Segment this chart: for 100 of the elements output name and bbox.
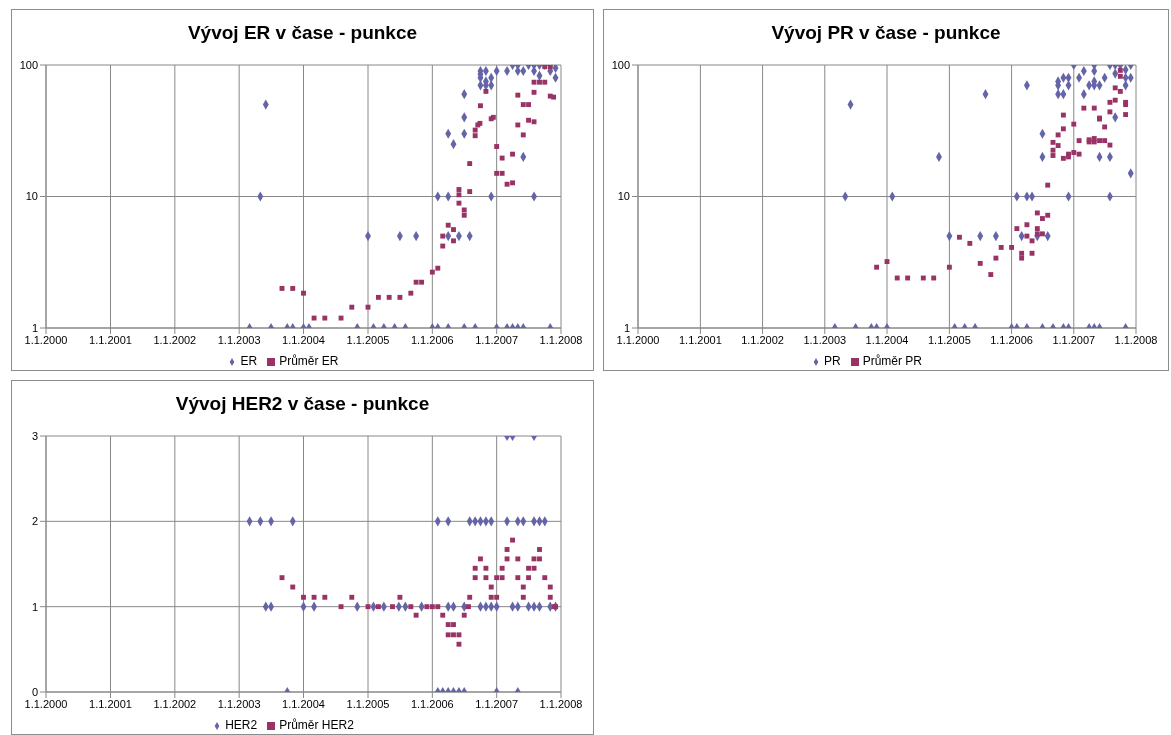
point [397,594,403,600]
point [349,594,355,600]
x-tick-label: 1.1.2006 [410,697,454,710]
point [413,612,419,618]
x-tick-label: 1.1.2002 [153,697,197,710]
x-tick-label: 1.1.2002 [741,333,784,346]
point [386,294,392,300]
y-tick-label: 0 [31,685,38,698]
point [499,575,505,581]
x-tick-label: 1.1.2001 [89,697,132,710]
point [510,151,515,157]
point [467,594,473,600]
point [451,227,456,233]
point [542,79,548,85]
point [510,537,515,543]
point [526,117,532,123]
point [445,222,451,228]
point [499,155,505,161]
point [375,604,381,610]
point [504,556,510,562]
x-tick-label: 1.1.2001 [678,333,722,346]
x-tick-label: 1.1.2001 [89,333,132,346]
point [526,565,532,571]
point [499,170,505,176]
x-tick-label: 1.1.2000 [24,333,68,346]
legend-label: Průměr HER2 [279,718,354,732]
point [520,594,526,600]
point [435,265,441,271]
point [467,161,473,167]
point [301,594,306,600]
point [472,133,478,139]
point [537,547,542,552]
point [322,315,328,321]
point [445,632,451,638]
legend-label: Průměr PR [862,354,922,368]
x-tick-label: 1.1.2000 [616,333,660,346]
point [483,575,489,581]
point [478,103,483,109]
x-tick-label: 1.1.2002 [153,333,197,346]
point [520,132,526,138]
point [429,269,435,275]
point [440,233,446,239]
y-tick-label: 1 [623,321,630,334]
y-tick-label: 100 [19,58,38,71]
x-tick-label: 1.1.2007 [1052,333,1096,346]
point [424,604,430,610]
point [483,565,489,571]
point [520,102,526,108]
y-tick-label: 3 [31,429,38,442]
x-tick-label: 1.1.2005 [346,697,390,710]
point [408,604,414,610]
x-tick-label: 1.1.2003 [803,333,847,346]
x-tick-label: 1.1.2004 [282,333,325,346]
x-tick-label: 1.1.2006 [990,333,1033,346]
point [483,88,489,94]
point [445,622,451,628]
point [504,181,510,187]
point [542,575,548,581]
y-tick-label: 1 [31,600,38,613]
x-tick-label: 1.1.2008 [1114,333,1158,346]
chart-title: Vývoj HER2 v čase - punkce [174,392,431,416]
point [515,92,521,98]
point [494,170,500,176]
point [429,604,435,610]
point [375,294,381,300]
point [499,565,505,571]
point [397,294,403,300]
x-tick-label: 1.1.2004 [865,333,909,346]
point [311,594,317,600]
y-tick-label: 10 [25,190,38,203]
x-tick-label: 1.1.2008 [539,697,583,710]
point [451,622,456,628]
point [478,556,483,562]
x-tick-label: 1.1.2007 [475,697,519,710]
x-tick-label: 1.1.2003 [217,333,261,346]
y-tick-label: 10 [617,190,630,203]
point [311,315,317,321]
x-tick-label: 1.1.2003 [217,697,261,710]
point [390,604,395,610]
y-tick-label: 2 [31,515,38,528]
point [467,189,473,195]
x-tick-label: 1.1.2005 [346,333,390,346]
point [494,144,500,149]
point [551,94,557,100]
point [494,575,500,581]
point [515,575,521,581]
point [494,594,500,600]
point [547,594,553,600]
point [526,102,532,108]
chart-title: Vývoj ER v čase - punkce [186,21,419,45]
point [510,180,515,186]
point [413,279,419,285]
point [451,632,456,638]
point [526,575,532,581]
point [466,604,471,610]
x-tick-label: 1.1.2005 [927,333,971,346]
x-tick-label: 1.1.2008 [539,333,583,346]
point [488,594,494,600]
point [322,594,328,600]
point [419,279,425,285]
